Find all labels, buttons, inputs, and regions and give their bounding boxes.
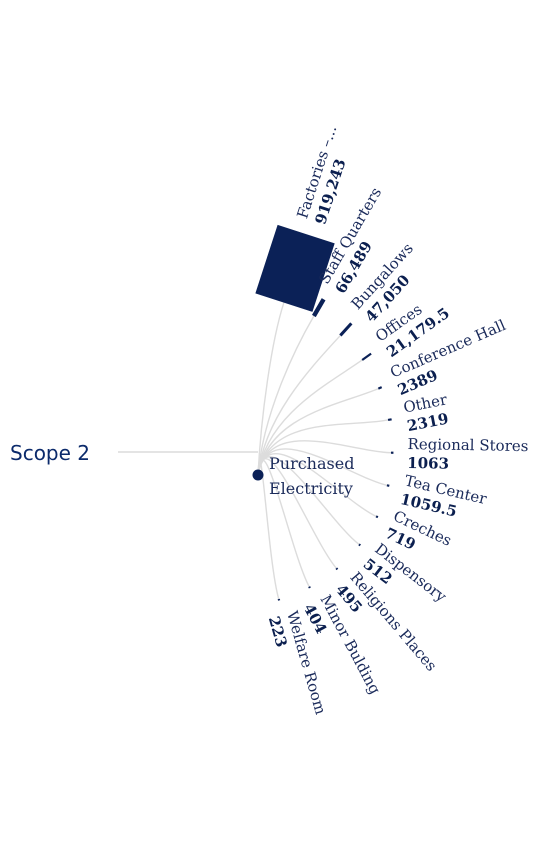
bar-welfare-room (277, 598, 281, 601)
bar-creches (375, 515, 379, 519)
bar-minor-bulding (308, 586, 311, 589)
bar-offices (361, 352, 372, 361)
category-label: Regional Stores (407, 435, 528, 455)
bar-religions-places (335, 567, 339, 571)
bars-layer (255, 224, 394, 601)
bar-tea-center (386, 484, 390, 487)
links-layer (257, 302, 391, 600)
bar-conference-hall (377, 386, 383, 390)
bar-dispensory (358, 543, 361, 547)
link-bungalows (257, 334, 341, 476)
bar-staff-quarters (312, 298, 326, 318)
hub-label-line2: Electricity (269, 479, 353, 498)
link-offices (257, 359, 363, 476)
bar-bungalows (339, 322, 353, 337)
label-group-factories: Factories –...919,243 (293, 123, 349, 227)
value-label: 1063 (407, 454, 449, 473)
bar-regional-stores (390, 451, 394, 454)
hub-label-line1: Purchased (269, 454, 354, 473)
link-welfare-room (257, 460, 280, 600)
bar-factories (255, 224, 335, 312)
bar-other (387, 418, 392, 422)
root-label: Scope 2 (10, 441, 90, 465)
link-factories (257, 302, 285, 476)
link-staff-quarters (257, 315, 315, 476)
hub-node (252, 469, 264, 481)
